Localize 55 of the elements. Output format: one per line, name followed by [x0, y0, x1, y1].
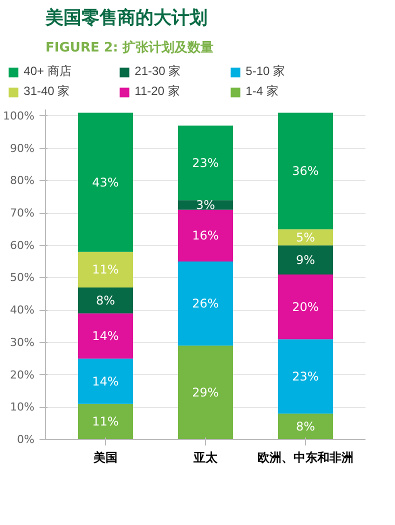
chart-title: 美国零售商的大计划: [44, 8, 208, 28]
legend-label: 1-4 家: [246, 83, 280, 100]
bar: [178, 262, 233, 346]
y-tick-label: 40%: [10, 304, 35, 317]
bar: [78, 112, 133, 252]
legend-label: 31-40 家: [24, 83, 71, 100]
data-label: 23%: [192, 156, 219, 170]
data-label: 14%: [92, 328, 119, 343]
legend-label: 5-10 家: [246, 63, 286, 80]
bar: [78, 358, 133, 404]
chart-subtitle: FIGURE 2: 扩张计划及数量: [46, 40, 214, 56]
y-tick-label: 100%: [3, 109, 35, 122]
y-tick-label: 10%: [10, 400, 35, 414]
x-tick-label: 亚太: [192, 450, 218, 464]
bar: [78, 252, 133, 288]
data-label: 26%: [192, 296, 219, 311]
y-tick-label: 0%: [17, 433, 34, 446]
data-label: 36%: [292, 164, 319, 178]
data-label: 9%: [296, 252, 316, 267]
data-label: 14%: [92, 374, 119, 388]
y-tick-label: 60%: [10, 238, 35, 252]
bar: [78, 404, 133, 440]
data-label: 5%: [296, 230, 316, 244]
data-label: 29%: [192, 386, 219, 400]
x-tick-label: 美国: [92, 450, 118, 464]
bar: [278, 339, 333, 414]
data-label: 11%: [92, 262, 119, 277]
legend-label: 11-20 家: [134, 83, 181, 100]
data-label: 11%: [92, 414, 119, 429]
data-label: 43%: [92, 175, 119, 190]
x-tick-label: 欧洲、中东和非洲: [258, 450, 354, 464]
bar: [278, 414, 333, 440]
bar: [78, 313, 133, 359]
data-label: 23%: [292, 369, 319, 384]
data-label: 20%: [292, 300, 319, 314]
legend-label: 21-30 家: [134, 63, 182, 80]
data-label: 8%: [96, 293, 116, 308]
data-label: 16%: [192, 228, 219, 243]
y-tick-label: 70%: [10, 206, 35, 220]
data-label: 8%: [296, 420, 316, 434]
y-tick-label: 50%: [10, 271, 35, 284]
bar: [78, 287, 133, 314]
y-tick-label: 90%: [10, 142, 35, 155]
bar: [178, 126, 233, 200]
bar: [178, 346, 233, 440]
bar: [278, 245, 333, 274]
bar: [278, 229, 333, 246]
data-label: 3%: [196, 198, 216, 212]
y-tick-label: 80%: [10, 174, 35, 188]
legend-label: 40+ 商店: [24, 63, 72, 80]
bar: [278, 112, 333, 230]
bar: [278, 274, 333, 340]
y-tick-label: 30%: [10, 336, 35, 349]
y-tick-label: 20%: [10, 368, 35, 382]
bar: [178, 210, 233, 262]
